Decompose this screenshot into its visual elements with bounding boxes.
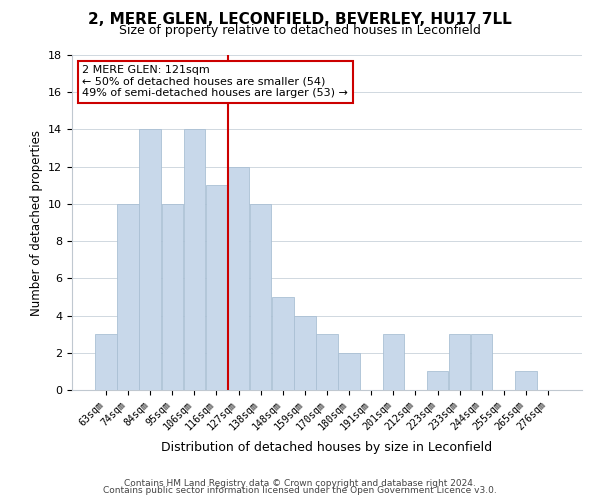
- Bar: [449, 334, 470, 390]
- Bar: [383, 334, 404, 390]
- Text: Size of property relative to detached houses in Leconfield: Size of property relative to detached ho…: [119, 24, 481, 37]
- Bar: [294, 316, 316, 390]
- Bar: [316, 334, 338, 390]
- Text: 2, MERE GLEN, LECONFIELD, BEVERLEY, HU17 7LL: 2, MERE GLEN, LECONFIELD, BEVERLEY, HU17…: [88, 12, 512, 26]
- Bar: [471, 334, 493, 390]
- Bar: [272, 297, 293, 390]
- Bar: [95, 334, 116, 390]
- Bar: [206, 186, 227, 390]
- Bar: [184, 130, 205, 390]
- Text: Contains public sector information licensed under the Open Government Licence v3: Contains public sector information licen…: [103, 486, 497, 495]
- Bar: [250, 204, 271, 390]
- X-axis label: Distribution of detached houses by size in Leconfield: Distribution of detached houses by size …: [161, 440, 493, 454]
- Text: Contains HM Land Registry data © Crown copyright and database right 2024.: Contains HM Land Registry data © Crown c…: [124, 478, 476, 488]
- Bar: [427, 372, 448, 390]
- Bar: [161, 204, 183, 390]
- Y-axis label: Number of detached properties: Number of detached properties: [29, 130, 43, 316]
- Text: 2 MERE GLEN: 121sqm
← 50% of detached houses are smaller (54)
49% of semi-detach: 2 MERE GLEN: 121sqm ← 50% of detached ho…: [82, 65, 348, 98]
- Bar: [117, 204, 139, 390]
- Bar: [228, 166, 249, 390]
- Bar: [515, 372, 537, 390]
- Bar: [338, 353, 360, 390]
- Bar: [139, 130, 161, 390]
